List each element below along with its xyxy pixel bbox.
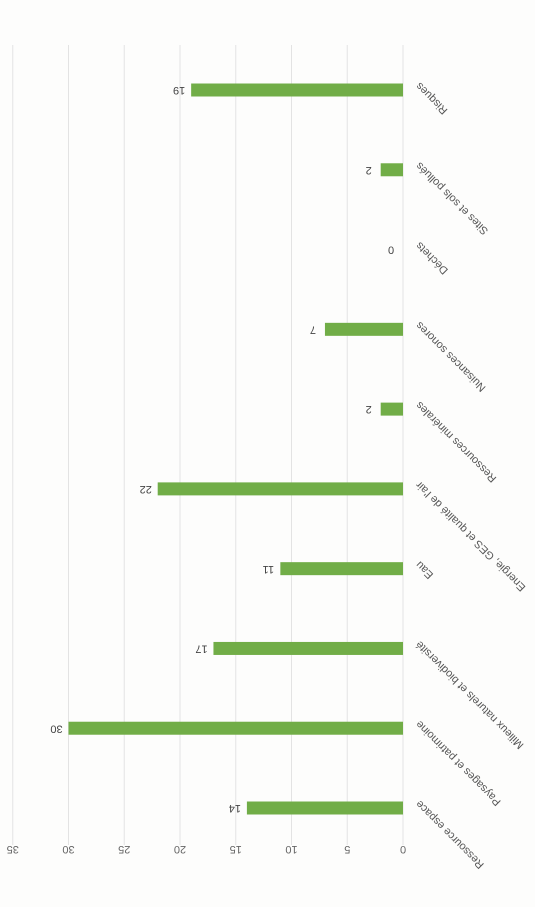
bar — [324, 322, 403, 336]
value-tick-label: 35 — [7, 843, 19, 855]
value-tick-label: 15 — [230, 843, 242, 855]
data-label: 30 — [50, 722, 62, 734]
value-tick-label: 20 — [174, 843, 186, 855]
data-label: 17 — [195, 643, 207, 655]
bar — [157, 482, 403, 496]
value-tick-label: 5 — [344, 843, 350, 855]
bar — [246, 801, 403, 815]
bar — [280, 562, 403, 576]
value-axis-ticks: 0 5 10 15 20 25 30 35 — [7, 843, 406, 855]
bar — [380, 402, 403, 416]
value-tick-label: 25 — [118, 843, 130, 855]
bar — [68, 721, 403, 735]
value-tick-label: 30 — [62, 843, 74, 855]
category-label: Paysages et patrimoine — [414, 718, 504, 808]
data-label: 19 — [173, 84, 185, 96]
bar — [213, 641, 403, 655]
value-tick-label: 0 — [400, 843, 406, 855]
data-label: 2 — [366, 164, 372, 176]
data-label: 22 — [140, 483, 152, 495]
data-label: 2 — [366, 403, 372, 415]
category-label: Ressources minérales — [413, 399, 499, 485]
gridlines — [12, 45, 404, 845]
category-label: Sites et sols pollués — [413, 159, 491, 237]
value-tick-label: 10 — [285, 843, 297, 855]
category-label: Risques — [413, 79, 450, 116]
bars — [68, 83, 403, 815]
category-label: Eau — [414, 558, 436, 580]
category-label: Ressource espace — [414, 798, 487, 871]
data-label: 14 — [229, 802, 241, 814]
bar — [380, 163, 403, 177]
data-label: 11 — [263, 563, 274, 575]
data-label: 0 — [388, 244, 394, 256]
category-label: Nuisances sonores — [413, 319, 488, 394]
data-label: 7 — [310, 323, 316, 335]
category-label: Déchets — [413, 239, 450, 276]
bar — [191, 83, 403, 97]
